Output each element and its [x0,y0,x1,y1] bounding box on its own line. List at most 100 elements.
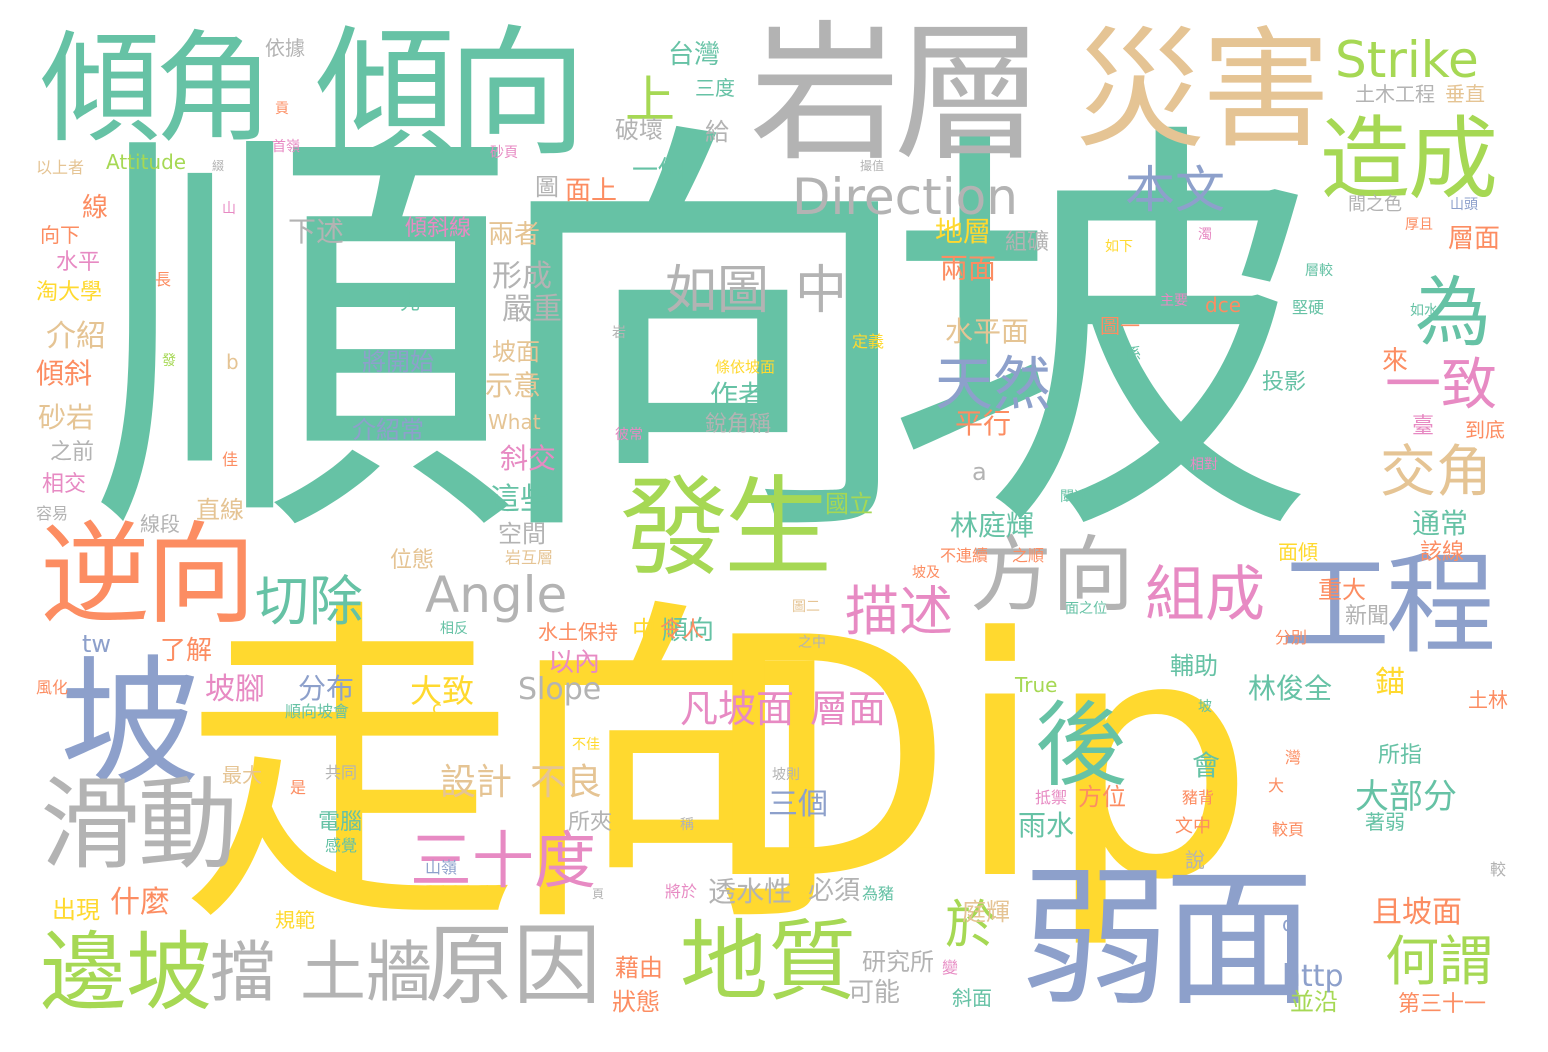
word-cheng: 稱 [680,817,694,833]
word-yu: 於 [945,896,998,956]
word-tuer: 圖二 [792,599,820,615]
word-guoli: 國立 [825,490,873,518]
word-cengmian-1: 層面 [810,687,887,731]
word-zhubei: 豬背 [1182,788,1215,807]
word-po: 坡 [60,643,201,806]
word-zuozhe: 作者 [710,379,767,412]
word-houqie: 厚且 [1405,217,1433,233]
word-rongyi: 容易 [36,504,69,523]
word-disanshiyi: 第三十一 [1398,992,1487,1017]
word-shayan: 砂岩 [38,401,95,434]
word-xian-line: 線 [82,193,109,223]
word-shang: 上 [625,71,675,129]
word-lai: 來 [1382,346,1409,376]
word-fangwei: 方位 [1078,783,1126,811]
word-jiao-small: 較 [1490,860,1507,879]
word-yizhi: 一致 [1385,353,1497,418]
word-zuida: 最大 [222,763,262,787]
word-zhuangtai: 狀態 [612,988,660,1016]
word-fuzhu: 輔助 [1170,652,1218,680]
word-shuiping: 水平 [56,250,101,275]
word-wei: 為 [1415,268,1491,357]
word-ruomian: 弱面 [1020,853,1314,1027]
word-hou: 後 [1035,692,1128,799]
word-zheruo: 著弱 [1365,810,1405,834]
word-qiechu: 切除 [255,570,363,633]
word-tumugongcheng: 土木工程 [1355,82,1435,106]
word-dang: 擋 [210,934,276,1011]
word-po-small: 坡 [1198,699,1212,715]
word-keneng: 可能 [848,978,901,1008]
word-chang: 長 [155,270,172,289]
word-bingyan: 並沿 [1290,988,1338,1016]
word-fa: 發 [162,353,176,369]
word-xianduan: 線段 [140,512,180,536]
word-tuyi: 圖一 [1100,314,1140,338]
word-rushui: 如水 [1410,303,1438,319]
word-jiangkaishi: 將開始 [362,348,434,376]
word-linjunquan: 林俊全 [1248,672,1333,705]
word-da: 大 [1268,776,1285,795]
word-tongchang: 通常 [1412,507,1469,540]
word-suozhi: 所指 [1378,743,1423,768]
word-diannao: 電腦 [318,810,363,835]
word-c: c [432,698,442,719]
word-fenghua: 風化 [36,678,69,697]
word-yige: 一個 [632,156,685,186]
word-diyu: 抵禦 [1035,788,1068,807]
word-jieshaochang: 介紹常 [352,416,424,444]
word-true: True [1015,673,1058,697]
word-pingxing: 平行 [955,407,1012,440]
word-taodaxue: 淘大學 [36,280,103,305]
word-liangzhe: 兩者 [488,220,541,250]
word-attitude: Attitude [106,150,187,174]
word-sanshidu: 三十度 [410,824,597,897]
word-yishangzhe: 以上者 [36,158,85,177]
word-chanshu: 闡述 [1060,489,1088,505]
word-yanzhong: 嚴重 [502,292,562,327]
word-fenbu: 分布 [298,672,355,705]
word-b: b [226,350,239,374]
word-taiwan: 台灣 [668,40,721,70]
word-zhizhong: 之中 [798,635,826,651]
word-zaocheng: 造成 [1320,107,1498,212]
word-weizhu: 為豬 [862,884,895,903]
word-zhong-small: 中 [632,616,656,644]
word-xi: 係 [1125,344,1142,363]
word-kongjian: 空間 [498,520,546,548]
word-shunxiangpohui: 順向坡會 [285,702,350,721]
word-angle: Angle [425,566,568,624]
word-xia: 下 [852,280,879,310]
word-zouxiang: 走向 [180,572,846,968]
word-fenbie: 分別 [1275,628,1308,647]
word-daodi: 到底 [1465,418,1505,442]
word-wenzhong: 文中 [1175,816,1211,837]
word-xiangdui: 相對 [1190,457,1218,473]
word-jianying: 堅硬 [1292,298,1325,317]
word-zhishun: 之順 [1012,546,1045,565]
word-qingjiao: 傾角 [40,20,274,159]
word-zaihai: 災害 [1075,14,1331,166]
word-zukuang: 組礦 [1005,230,1050,255]
word-d: d [1282,912,1295,936]
word-gongtong: 共同 [325,763,358,782]
word-shuitubaochi: 水土保持 [538,620,618,644]
word-toushuixing: 透水性 [708,875,793,908]
word-http: http [1282,959,1344,994]
word-shaye: 砂頁 [490,145,518,161]
word-zhuo: 濁 [1198,227,1212,243]
word-mao: 錨 [1375,665,1405,700]
word-dingyi: 定義 [852,332,885,351]
word-xiemian: 斜面 [952,986,992,1010]
word-jia: 佳 [222,450,239,469]
word-is: is [862,364,878,388]
word-cengmian-2: 層面 [1448,224,1501,254]
word-yiju: 依據 [265,36,305,60]
word-jiaoye: 較頁 [1272,820,1305,839]
word-what: What [488,410,541,434]
word-mianshang: 面上 [565,176,618,206]
word-rutu: 如圖 [665,261,770,321]
word-zhiqian: 之前 [50,440,95,465]
word-shantou: 山頭 [1450,197,1478,213]
word-xiangjiao: 相交 [42,472,87,497]
